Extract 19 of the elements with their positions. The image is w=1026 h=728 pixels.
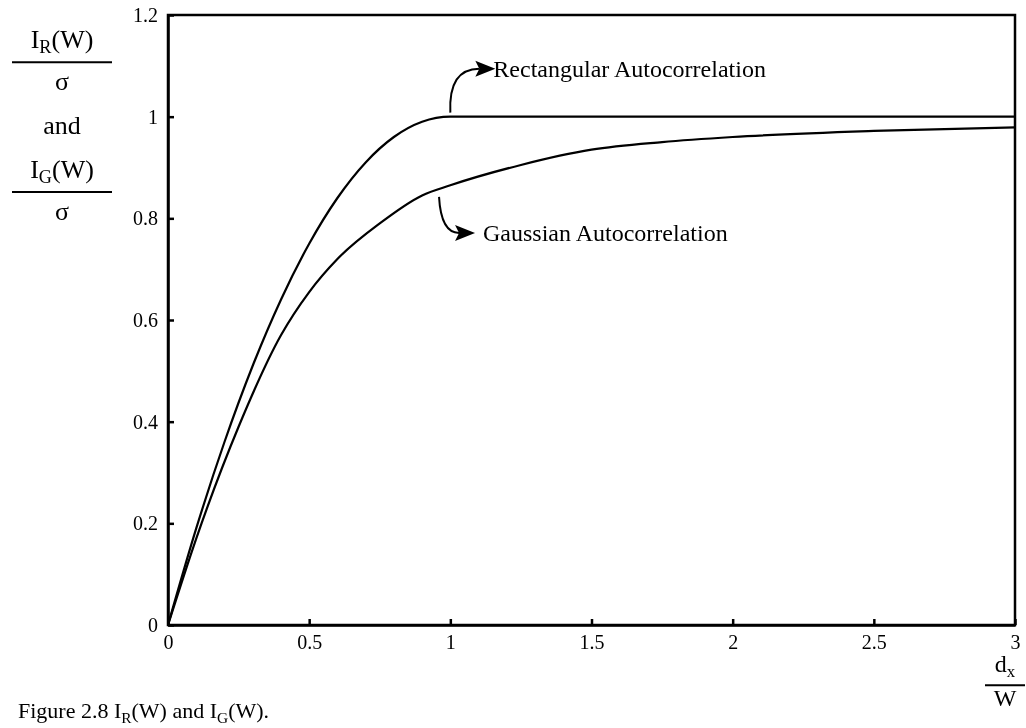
text: I$_{R}$(W) σ and I$_{G}$(W) σ: [30, 25, 94, 226]
y-tick-label: 0: [148, 613, 158, 636]
x-tick-label: 3: [1010, 631, 1021, 654]
x-tick-label: 1.5: [579, 631, 605, 654]
x-tick-label: 2.5: [861, 631, 887, 654]
caption: Figure 2.8 I$_{R}$(W) and I$_{G}$(W).: [18, 698, 270, 726]
y-tick-label: 1.2: [133, 3, 158, 26]
y-tick-label: 0.8: [133, 207, 158, 230]
annotation: Gaussian Autocorrelation: [483, 219, 728, 246]
x-tick-label: 0: [163, 631, 174, 654]
y-tick-label: 1: [148, 105, 158, 128]
x-axis-title: d$_{x}$ W: [993, 651, 1017, 712]
y-tick-label: 0.2: [133, 512, 158, 535]
annotation: Rectangular Autocorrelation: [493, 55, 766, 82]
x-tick-label: 2: [728, 631, 739, 654]
y-tick-label: 0.6: [133, 308, 158, 331]
x-tick-label: 0.5: [297, 631, 323, 654]
y-tick-label: 0.4: [133, 410, 158, 433]
x-tick-label: 1: [445, 631, 456, 654]
